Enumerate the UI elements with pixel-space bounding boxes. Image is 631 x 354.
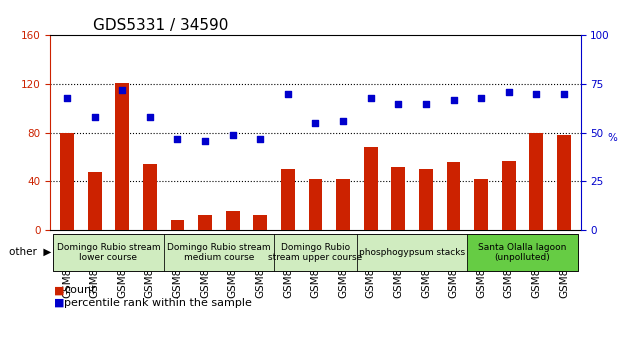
Point	[476, 95, 486, 101]
Text: phosphogypsum stacks: phosphogypsum stacks	[359, 248, 465, 257]
Bar	[60, 133, 74, 230]
Bar	[254, 216, 267, 230]
Point	[449, 97, 459, 102]
Bar	[198, 216, 212, 230]
Point	[255, 136, 265, 141]
Text: Domingo Rubio stream
medium course: Domingo Rubio stream medium course	[167, 242, 271, 262]
Point	[393, 101, 403, 106]
Bar	[281, 169, 295, 230]
Point	[310, 120, 321, 126]
Bar	[88, 172, 102, 230]
Point	[365, 95, 375, 101]
Bar	[226, 211, 240, 230]
Point	[172, 136, 182, 141]
Bar	[391, 167, 405, 230]
Text: GDS5331 / 34590: GDS5331 / 34590	[93, 18, 228, 33]
Point	[338, 118, 348, 124]
Bar	[557, 135, 571, 230]
Bar	[364, 147, 377, 230]
Bar	[529, 133, 543, 230]
Bar	[309, 179, 322, 230]
Point	[531, 91, 541, 97]
Text: ■: ■	[54, 285, 64, 295]
Point	[200, 138, 210, 143]
Text: ■: ■	[54, 298, 64, 308]
Text: Domingo Rubio stream
lower course: Domingo Rubio stream lower course	[57, 242, 160, 262]
Point	[559, 91, 569, 97]
Bar	[336, 179, 350, 230]
Text: count: count	[64, 285, 96, 295]
Bar	[447, 162, 461, 230]
Text: percentile rank within the sample: percentile rank within the sample	[64, 298, 252, 308]
Bar	[419, 169, 433, 230]
Bar	[502, 161, 516, 230]
Point	[117, 87, 127, 93]
Text: other  ▶: other ▶	[9, 247, 52, 257]
Point	[145, 114, 155, 120]
Bar	[170, 220, 184, 230]
Bar	[115, 83, 129, 230]
Point	[421, 101, 431, 106]
Text: Domingo Rubio
stream upper course: Domingo Rubio stream upper course	[268, 242, 363, 262]
Point	[283, 91, 293, 97]
Point	[90, 114, 100, 120]
Bar	[143, 164, 156, 230]
Point	[504, 89, 514, 95]
Point	[62, 95, 72, 101]
Text: Santa Olalla lagoon
(unpolluted): Santa Olalla lagoon (unpolluted)	[478, 242, 567, 262]
Point	[228, 132, 238, 138]
Bar	[475, 179, 488, 230]
Y-axis label: %: %	[608, 133, 618, 143]
